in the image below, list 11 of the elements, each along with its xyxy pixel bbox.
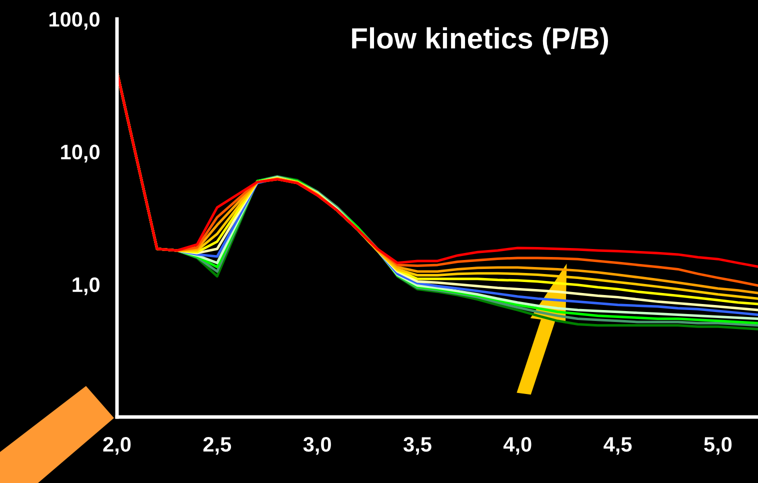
x-tick-label: 2,5 bbox=[203, 436, 232, 455]
y-tick-label: 10,0 bbox=[61, 144, 100, 162]
x-tick-label: 3,5 bbox=[403, 436, 432, 455]
x-tick-label: 2,0 bbox=[103, 436, 131, 455]
x-tick-label: 5,0 bbox=[704, 436, 732, 455]
x-tick-label: 4,0 bbox=[503, 436, 532, 455]
x-tick-label: 4,5 bbox=[604, 437, 632, 455]
y-tick-label: 100,0 bbox=[50, 12, 100, 30]
x-tick-label: 3,0 bbox=[303, 436, 331, 455]
y-tick-label: 1,0 bbox=[72, 277, 100, 296]
chart-title: Flow kinetics (P/B) bbox=[352, 27, 608, 54]
